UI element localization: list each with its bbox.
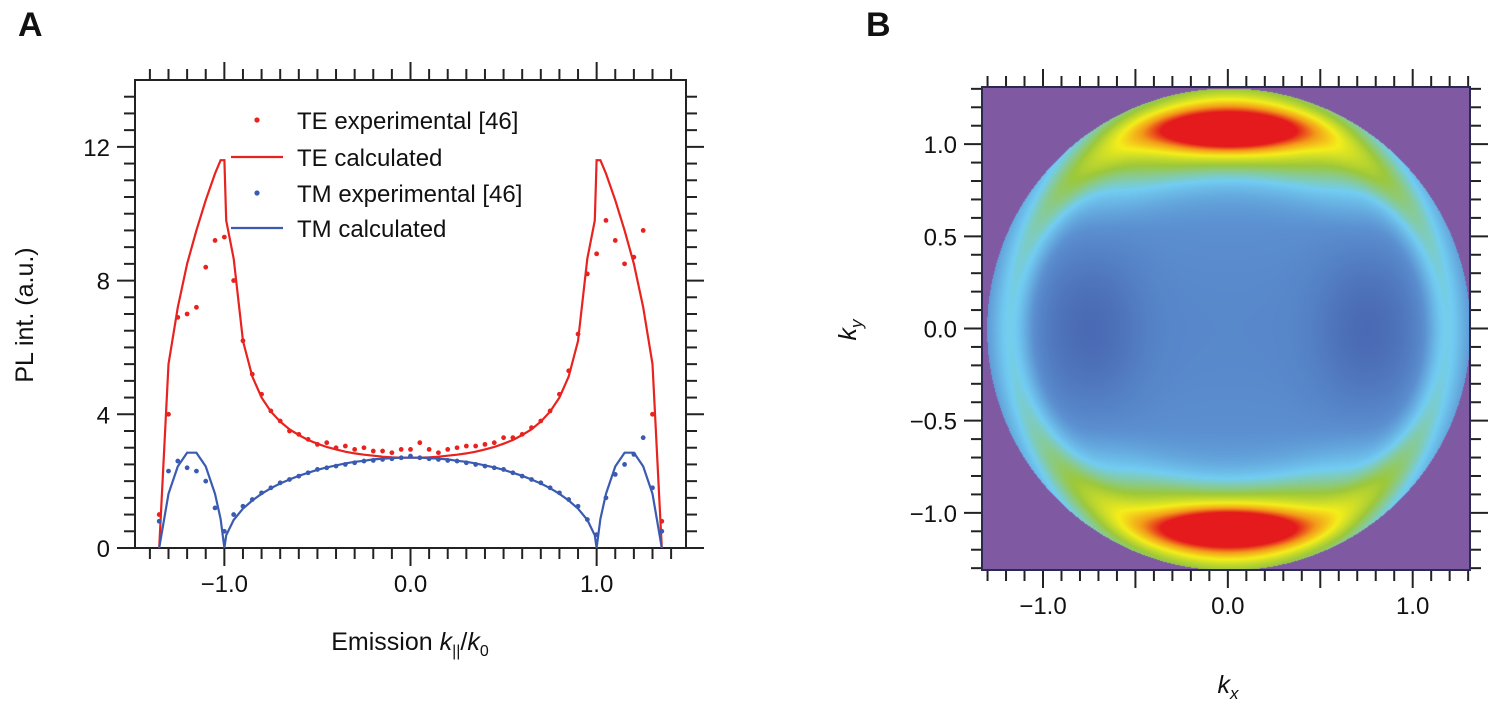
data-point-te-experimental: [640, 228, 646, 233]
y-axis-label-b: ky: [834, 318, 866, 341]
data-point-te-experimental: [491, 440, 497, 446]
y-tick-label: 0: [97, 536, 110, 563]
x-tick-label: −1.0: [201, 571, 248, 598]
x-tick-label: 0.0: [394, 571, 427, 598]
x-axis-label-a: Emission k||/k0: [331, 628, 489, 660]
data-point-te-experimental: [482, 441, 488, 447]
data-point-te-experimental: [184, 311, 190, 317]
data-point-te-experimental: [380, 448, 385, 454]
data-point-te-experimental: [622, 261, 627, 267]
data-point-tm-experimental: [640, 435, 646, 441]
legend: TE experimental [46] TE calculated TM expe…: [231, 108, 522, 243]
y-tick-label: −1.0: [910, 501, 957, 528]
data-point-te-experimental: [454, 445, 460, 451]
data-point-te-experimental: [594, 251, 600, 257]
data-point-tm-experimental: [203, 478, 209, 484]
data-point-te-experimental: [445, 446, 451, 452]
y-tick-label: 1.0: [924, 132, 957, 159]
data-point-tm-experimental: [194, 468, 199, 474]
data-point-te-experimental: [212, 238, 218, 243]
data-point-te-experimental: [436, 450, 441, 456]
panel-label-a: A: [18, 6, 43, 44]
data-point-tm-experimental: [622, 462, 627, 467]
x-axis-label-b: kx: [1218, 671, 1240, 703]
data-point-te-experimental: [361, 445, 367, 451]
data-point-te-experimental: [398, 446, 404, 452]
y-tick-label: 12: [83, 135, 110, 162]
y-axis-label-a: PL int. (a.u.): [11, 247, 39, 382]
panel-a-plot: −1.0 0.0 1.0 0 4 8 12 TE experimental [46] TE c…: [11, 62, 704, 660]
data-point-te-experimental: [221, 234, 227, 240]
data-point-te-experimental: [603, 218, 609, 223]
data-point-te-experimental: [501, 435, 506, 441]
y-tick-label: 0.5: [924, 224, 957, 251]
heatmap-image: [983, 88, 1470, 570]
data-point-te-experimental: [231, 278, 237, 283]
data-point-te-experimental: [389, 450, 395, 456]
data-point-te-experimental: [352, 446, 358, 452]
y-tick-label: 4: [97, 402, 110, 429]
legend-label-te-experimental: TE experimental [46]: [297, 108, 518, 135]
series-line-tm-calculated: [158, 451, 663, 549]
data-point-te-experimental: [417, 440, 423, 446]
data-point-te-experimental: [324, 440, 330, 446]
series-group-a: [156, 159, 665, 549]
x-tick-label: 1.0: [1396, 593, 1429, 620]
data-point-tm-experimental: [184, 465, 190, 471]
data-point-te-experimental: [650, 411, 655, 417]
data-point-te-experimental: [463, 443, 469, 449]
legend-label-te-calculated: TE calculated: [297, 145, 442, 172]
data-point-tm-experimental: [659, 528, 665, 534]
y-tick-label: 8: [97, 269, 110, 296]
legend-label-tm-experimental: TM experimental [46]: [297, 181, 522, 208]
data-point-tm-experimental: [156, 518, 162, 524]
axis-ticks-b: −1.0 0.0 1.0 1.0 0.5 0.0 −0.5 −1.0: [910, 69, 1488, 620]
data-point-tm-experimental: [166, 468, 171, 474]
legend-swatch-te-experimental: [254, 117, 260, 123]
data-point-te-experimental: [408, 446, 413, 452]
panel-label-b: B: [866, 6, 891, 44]
data-point-tm-experimental: [212, 505, 218, 511]
data-point-te-experimental: [166, 411, 171, 417]
plot-frame-a: [134, 79, 687, 549]
data-point-te-experimental: [203, 264, 209, 270]
legend-label-tm-calculated: TM calculated: [297, 216, 446, 243]
x-tick-label: −1.0: [1019, 593, 1066, 620]
data-point-te-experimental: [370, 448, 376, 454]
axis-ticks-a: −1.0 0.0 1.0 0 4 8 12: [83, 62, 704, 598]
y-tick-label: −0.5: [910, 409, 957, 436]
data-point-te-experimental: [342, 443, 348, 449]
legend-swatch-tm-experimental: [254, 190, 260, 196]
y-tick-label: 0.0: [924, 317, 957, 344]
data-point-tm-experimental: [231, 512, 237, 517]
data-point-te-experimental: [612, 238, 618, 243]
x-tick-label: 0.0: [1211, 593, 1244, 620]
data-point-te-experimental: [194, 304, 199, 310]
data-point-te-experimental: [426, 446, 432, 452]
x-tick-label: 1.0: [580, 571, 613, 598]
data-point-te-experimental: [473, 443, 479, 449]
data-point-tm-experimental: [175, 458, 181, 464]
